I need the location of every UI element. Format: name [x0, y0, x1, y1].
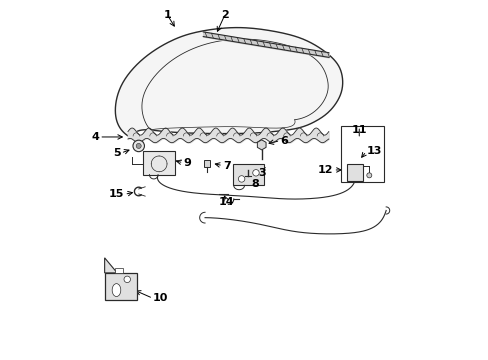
Text: 15: 15: [109, 189, 124, 199]
Circle shape: [133, 140, 144, 152]
Text: 2: 2: [221, 10, 228, 20]
Polygon shape: [104, 258, 117, 273]
Circle shape: [252, 170, 259, 176]
Text: 4: 4: [91, 132, 99, 142]
Bar: [233, 164, 263, 185]
Text: 9: 9: [183, 158, 191, 168]
Text: 3: 3: [258, 168, 265, 178]
Circle shape: [238, 176, 244, 182]
Bar: [142, 151, 175, 175]
Ellipse shape: [112, 284, 121, 297]
Text: 1: 1: [163, 10, 171, 20]
Bar: [115, 267, 122, 273]
Polygon shape: [115, 28, 342, 137]
Circle shape: [136, 143, 141, 148]
Bar: [203, 160, 209, 167]
Text: 5: 5: [113, 148, 121, 158]
Ellipse shape: [124, 276, 130, 283]
Text: 11: 11: [351, 125, 366, 135]
Text: 8: 8: [250, 179, 258, 189]
Text: 14: 14: [218, 197, 234, 207]
Text: 6: 6: [280, 136, 287, 145]
Circle shape: [366, 173, 371, 178]
Text: 12: 12: [317, 165, 333, 175]
Bar: [104, 273, 137, 300]
Text: 7: 7: [223, 161, 230, 171]
Text: 10: 10: [153, 293, 168, 303]
Polygon shape: [257, 140, 265, 150]
Text: 13: 13: [366, 146, 381, 156]
Bar: [346, 163, 362, 181]
Bar: [341, 126, 384, 182]
